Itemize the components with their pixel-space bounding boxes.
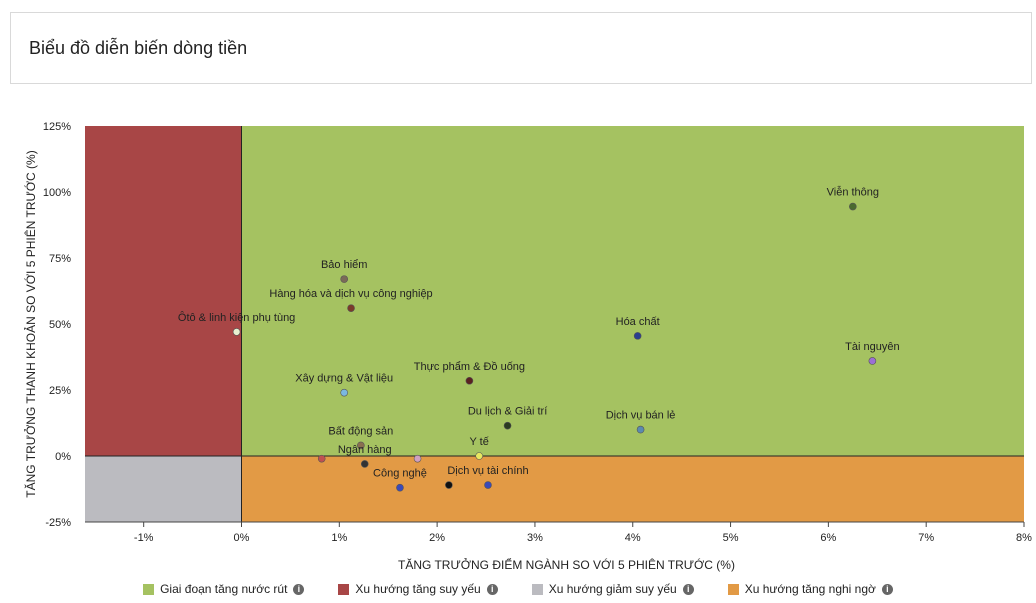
data-point	[317, 454, 326, 463]
y-tick-label: 75%	[49, 253, 71, 265]
data-point	[340, 275, 349, 283]
x-tick-label: 8%	[1016, 532, 1032, 544]
legend-label-1: Giai đoạn tăng nước rút	[160, 582, 288, 596]
data-point-label: Y tế	[469, 436, 488, 448]
data-point-label: Công nghệ	[373, 468, 427, 480]
legend-swatch-2	[338, 583, 350, 595]
data-point-label: Hóa chất	[616, 316, 660, 328]
x-tick-label: 4%	[625, 532, 641, 544]
info-icon[interactable]: i	[486, 583, 498, 595]
data-point-label: Dịch vụ bán lẻ	[606, 410, 676, 422]
data-point-label: Tài nguyên	[845, 341, 899, 353]
x-tick-label: 2%	[429, 532, 445, 544]
page-title: Biểu đồ diễn biến dòng tiền	[29, 38, 248, 58]
legend-swatch-3	[531, 583, 543, 595]
x-tick-label: -1%	[134, 532, 154, 544]
legend-item-1[interactable]: Giai đoạn tăng nước rút i	[143, 582, 305, 596]
data-point-label: Bất động sản	[328, 425, 393, 437]
y-tick-label: 100%	[43, 187, 71, 199]
legend-item-4[interactable]: Xu hướng tăng nghi ngờ i	[727, 582, 893, 596]
data-point	[868, 357, 877, 365]
x-tick-label: 5%	[723, 532, 739, 544]
data-point-label: Dịch vụ tài chính	[447, 465, 528, 477]
legend-item-2[interactable]: Xu hướng tăng suy yếu i	[338, 582, 498, 596]
data-point	[484, 481, 492, 489]
legend-item-3[interactable]: Xu hướng giảm suy yếu i	[531, 582, 694, 596]
info-icon[interactable]: i	[682, 583, 694, 595]
data-point	[413, 454, 422, 463]
chart-legend: Giai đoạn tăng nước rút i Xu hướng tăng …	[0, 580, 1036, 598]
x-tick-label: 6%	[820, 532, 836, 544]
data-point-label: Xây dựng & Vật liệu	[295, 373, 393, 385]
info-icon[interactable]: i	[293, 583, 305, 595]
legend-label-2: Xu hướng tăng suy yếu	[355, 582, 481, 596]
data-point	[475, 452, 483, 460]
data-point	[232, 328, 241, 336]
quadrant-2	[85, 126, 242, 456]
data-point	[636, 425, 645, 434]
legend-swatch-1	[143, 583, 155, 595]
data-point	[340, 388, 349, 397]
scatter-chart: -1% 0% 1% 2% 3% 4% 5% 6% 7% 8% -25% 0% 25% 50% 75% 100%…	[23, 121, 1032, 572]
data-point	[445, 481, 453, 489]
y-axis-title: TĂNG TRƯỞNG THANH KHOẢN SO VỚI 5 PHIÊN T…	[23, 150, 38, 497]
legend-swatch-4	[727, 583, 739, 595]
data-point	[503, 421, 512, 430]
x-tick-label: 1%	[331, 532, 347, 544]
info-icon[interactable]: i	[881, 583, 893, 595]
x-axis-title: TĂNG TRƯỞNG ĐIỂM NGÀNH SO VỚI 5 PHIÊN TR…	[398, 557, 735, 572]
y-tick-label: 0%	[55, 451, 71, 463]
data-point	[357, 441, 365, 450]
quadrant-3	[85, 456, 242, 522]
y-tick-label: -25%	[45, 517, 71, 529]
data-point	[396, 483, 404, 492]
title-card: Biểu đồ diễn biến dòng tiền	[10, 12, 1032, 84]
data-point	[849, 202, 857, 211]
data-point	[633, 332, 642, 340]
x-tick-label: 0%	[234, 532, 250, 544]
x-tick-label: 7%	[918, 532, 934, 544]
y-tick-label: 25%	[49, 385, 71, 397]
data-point	[465, 376, 474, 385]
data-point-label: Hàng hóa và dịch vụ công nghiệp	[269, 288, 432, 300]
data-point-label: Viễn thông	[827, 186, 879, 199]
y-tick-label: 125%	[43, 121, 71, 133]
data-point-label: Bảo hiểm	[321, 259, 367, 271]
legend-label-4: Xu hướng tăng nghi ngờ	[744, 582, 876, 596]
data-point	[347, 304, 355, 312]
quadrant-4	[241, 456, 1024, 522]
data-point-label: Thực phẩm & Đồ uống	[414, 361, 525, 373]
legend-label-3: Xu hướng giảm suy yếu	[548, 582, 677, 596]
x-tick-label: 3%	[527, 532, 543, 544]
quadrant-1	[241, 126, 1024, 456]
data-point-label: Ôtô & linh kiện phụ tùng	[178, 311, 295, 324]
y-tick-label: 50%	[49, 319, 71, 331]
data-point	[360, 460, 369, 468]
data-point-label: Du lịch & Giải trí	[468, 406, 547, 418]
data-point-label: Ngân hàng	[338, 444, 392, 456]
